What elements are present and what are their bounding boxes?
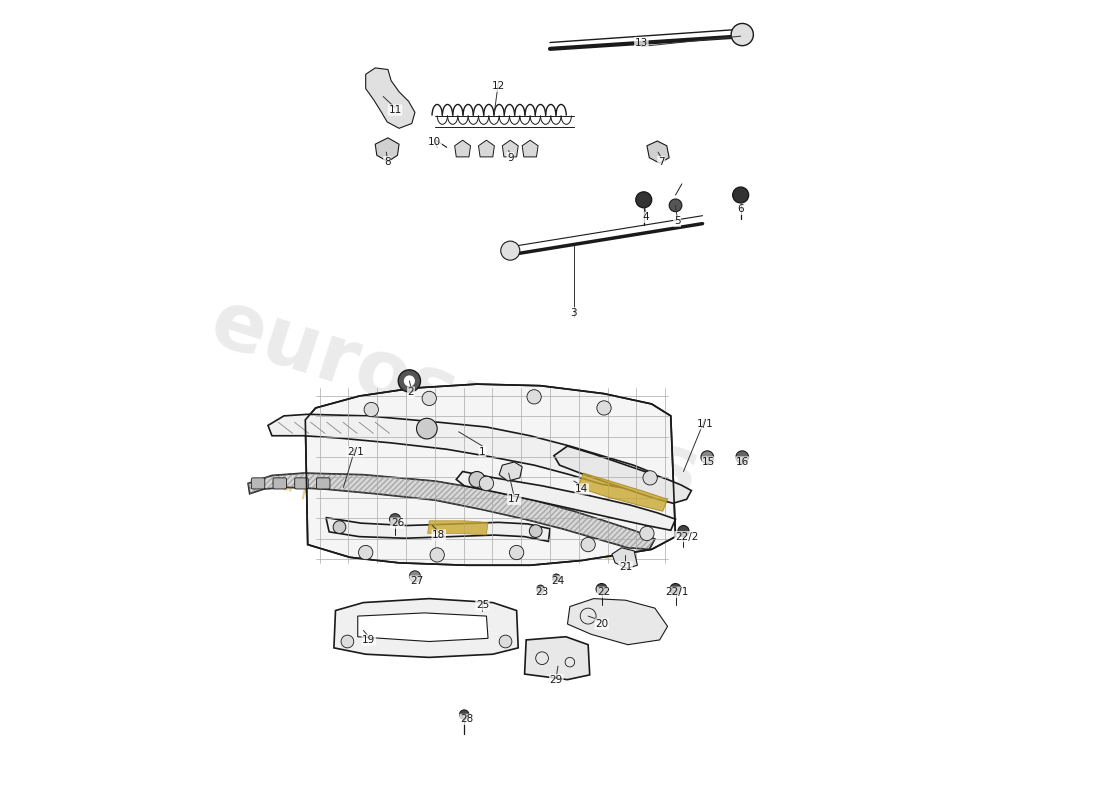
Polygon shape (456, 471, 675, 530)
Polygon shape (334, 598, 518, 658)
Circle shape (359, 546, 373, 560)
Circle shape (499, 635, 512, 648)
Polygon shape (306, 384, 675, 566)
Circle shape (581, 538, 595, 552)
Polygon shape (375, 138, 399, 162)
Circle shape (636, 192, 651, 208)
Text: 29: 29 (550, 674, 563, 685)
Circle shape (644, 470, 658, 485)
Circle shape (333, 521, 345, 534)
Text: 28: 28 (460, 714, 473, 724)
Polygon shape (578, 473, 668, 511)
Text: 3: 3 (571, 308, 578, 318)
Text: 12: 12 (492, 81, 505, 91)
Polygon shape (326, 518, 550, 542)
FancyBboxPatch shape (273, 478, 286, 489)
Circle shape (537, 585, 544, 593)
Text: 9: 9 (507, 153, 514, 162)
Text: 15: 15 (702, 457, 715, 467)
Text: 22: 22 (597, 587, 611, 598)
Circle shape (701, 451, 714, 463)
Text: 20: 20 (595, 619, 608, 629)
Text: 22/2: 22/2 (675, 532, 698, 542)
Text: a passion for parts since 1985: a passion for parts since 1985 (277, 470, 631, 568)
Circle shape (341, 635, 354, 648)
Polygon shape (499, 462, 522, 481)
Polygon shape (365, 68, 415, 128)
Circle shape (460, 710, 469, 719)
Circle shape (736, 451, 749, 463)
Circle shape (733, 187, 749, 203)
Circle shape (422, 391, 437, 406)
FancyBboxPatch shape (295, 478, 308, 489)
Text: 23: 23 (536, 587, 549, 598)
Text: 24: 24 (551, 576, 564, 586)
Text: 16: 16 (736, 457, 749, 467)
Text: 14: 14 (575, 484, 589, 494)
Polygon shape (249, 473, 654, 550)
Text: 11: 11 (388, 105, 401, 115)
Circle shape (552, 574, 560, 582)
Circle shape (670, 583, 681, 594)
Text: 25: 25 (476, 600, 490, 610)
Text: 1/1: 1/1 (696, 419, 713, 429)
Polygon shape (647, 141, 669, 163)
Text: 19: 19 (362, 635, 375, 645)
Text: 2: 2 (408, 387, 415, 397)
Circle shape (597, 401, 612, 415)
Circle shape (404, 375, 415, 386)
Text: 2/1: 2/1 (346, 446, 364, 457)
Polygon shape (454, 140, 471, 157)
Circle shape (732, 23, 754, 46)
Polygon shape (525, 637, 590, 680)
Text: 7: 7 (658, 157, 664, 166)
Polygon shape (428, 521, 488, 535)
Polygon shape (478, 140, 494, 157)
Circle shape (529, 525, 542, 538)
Polygon shape (522, 140, 538, 157)
Circle shape (669, 199, 682, 212)
Text: 5: 5 (674, 216, 681, 226)
FancyBboxPatch shape (317, 478, 330, 489)
Text: eurospares: eurospares (200, 284, 710, 516)
Circle shape (640, 526, 654, 541)
Polygon shape (568, 598, 668, 645)
Text: 18: 18 (432, 530, 446, 540)
Circle shape (364, 402, 378, 417)
Text: 8: 8 (384, 157, 390, 166)
Text: 26: 26 (390, 518, 404, 528)
Text: 22/1: 22/1 (666, 587, 689, 598)
Text: 21: 21 (619, 562, 632, 572)
Text: 4: 4 (642, 212, 649, 222)
Circle shape (500, 241, 520, 260)
Polygon shape (503, 140, 518, 157)
Text: 6: 6 (737, 204, 744, 214)
Circle shape (509, 546, 524, 560)
Circle shape (430, 548, 444, 562)
Circle shape (596, 583, 607, 594)
Circle shape (417, 418, 437, 439)
Polygon shape (358, 613, 488, 642)
FancyBboxPatch shape (251, 478, 265, 489)
Polygon shape (612, 548, 637, 569)
Text: 27: 27 (410, 576, 424, 586)
Text: 13: 13 (635, 38, 648, 47)
Text: 10: 10 (428, 137, 441, 147)
Text: 1: 1 (480, 446, 486, 457)
Text: 17: 17 (507, 494, 521, 504)
Circle shape (480, 476, 494, 490)
Polygon shape (268, 414, 653, 489)
Circle shape (389, 514, 400, 525)
Circle shape (678, 526, 689, 537)
Circle shape (409, 571, 420, 582)
Circle shape (527, 390, 541, 404)
Polygon shape (554, 446, 692, 503)
Circle shape (469, 471, 485, 487)
Circle shape (398, 370, 420, 392)
